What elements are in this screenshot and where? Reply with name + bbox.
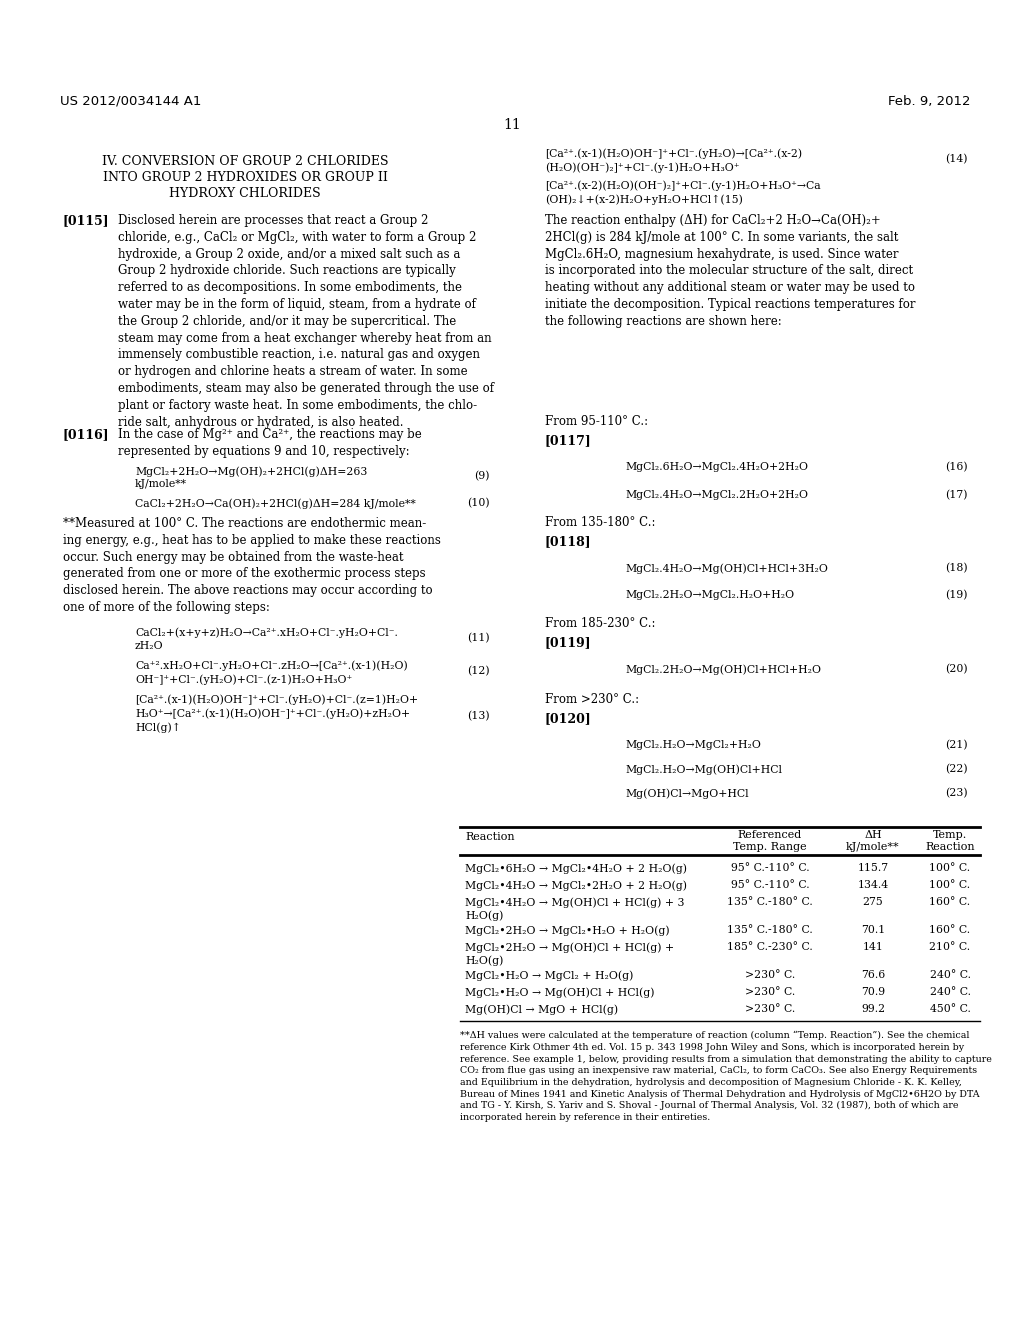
Text: MgCl₂+2H₂O→Mg(OH)₂+2HCl(g)ΔH=263: MgCl₂+2H₂O→Mg(OH)₂+2HCl(g)ΔH=263 (135, 466, 368, 477)
Text: Temp.: Temp. (933, 830, 967, 840)
Text: 134.4: 134.4 (857, 880, 889, 890)
Text: From 185-230° C.:: From 185-230° C.: (545, 616, 655, 630)
Text: >230° C.: >230° C. (744, 1005, 795, 1014)
Text: Reaction: Reaction (926, 842, 975, 851)
Text: (OH)₂↓+(x-2)H₂O+yH₂O+HCl↑(15): (OH)₂↓+(x-2)H₂O+yH₂O+HCl↑(15) (545, 194, 742, 205)
Text: (16): (16) (945, 462, 968, 473)
Text: MgCl₂•H₂O → MgCl₂ + H₂O(g): MgCl₂•H₂O → MgCl₂ + H₂O(g) (465, 970, 634, 981)
Text: MgCl₂•6H₂O → MgCl₂•4H₂O + 2 H₂O(g): MgCl₂•6H₂O → MgCl₂•4H₂O + 2 H₂O(g) (465, 863, 687, 874)
Text: [0119]: [0119] (545, 636, 592, 649)
Text: 210° C.: 210° C. (930, 942, 971, 952)
Text: MgCl₂.4H₂O→MgCl₂.2H₂O+2H₂O: MgCl₂.4H₂O→MgCl₂.2H₂O+2H₂O (625, 490, 808, 500)
Text: (22): (22) (945, 764, 968, 775)
Text: 70.9: 70.9 (861, 987, 885, 997)
Text: (20): (20) (945, 664, 968, 675)
Text: (11): (11) (467, 634, 490, 643)
Text: 240° C.: 240° C. (930, 970, 971, 979)
Text: MgCl₂•2H₂O → MgCl₂•H₂O + H₂O(g): MgCl₂•2H₂O → MgCl₂•H₂O + H₂O(g) (465, 925, 670, 936)
Text: 240° C.: 240° C. (930, 987, 971, 997)
Text: 95° C.-110° C.: 95° C.-110° C. (731, 863, 809, 873)
Text: CaCl₂+(x+y+z)H₂O→Ca²⁺.xH₂O+Cl⁻.yH₂O+Cl⁻.: CaCl₂+(x+y+z)H₂O→Ca²⁺.xH₂O+Cl⁻.yH₂O+Cl⁻. (135, 627, 398, 638)
Text: Ca⁺².xH₂O+Cl⁻.yH₂O+Cl⁻.zH₂O→[Ca²⁺.(x-1)(H₂O): Ca⁺².xH₂O+Cl⁻.yH₂O+Cl⁻.zH₂O→[Ca²⁺.(x-1)(… (135, 660, 408, 671)
Text: (19): (19) (945, 590, 968, 601)
Text: 70.1: 70.1 (861, 925, 885, 935)
Text: (18): (18) (945, 564, 968, 573)
Text: Disclosed herein are processes that react a Group 2
chloride, e.g., CaCl₂ or MgC: Disclosed herein are processes that reac… (118, 214, 494, 429)
Text: kJ/mole**: kJ/mole** (846, 842, 900, 851)
Text: MgCl₂.4H₂O→Mg(OH)Cl+HCl+3H₂O: MgCl₂.4H₂O→Mg(OH)Cl+HCl+3H₂O (625, 564, 827, 574)
Text: [0115]: [0115] (63, 214, 110, 227)
Text: **Measured at 100° C. The reactions are endothermic mean-
ing energy, e.g., heat: **Measured at 100° C. The reactions are … (63, 517, 441, 614)
Text: >230° C.: >230° C. (744, 970, 795, 979)
Text: From 95-110° C.:: From 95-110° C.: (545, 414, 648, 428)
Text: MgCl₂•4H₂O → Mg(OH)Cl + HCl(g) + 3: MgCl₂•4H₂O → Mg(OH)Cl + HCl(g) + 3 (465, 898, 684, 908)
Text: [0120]: [0120] (545, 711, 592, 725)
Text: From 135-180° C.:: From 135-180° C.: (545, 516, 655, 529)
Text: 185° C.-230° C.: 185° C.-230° C. (727, 942, 813, 952)
Text: kJ/mole**: kJ/mole** (135, 479, 187, 488)
Text: 99.2: 99.2 (861, 1005, 885, 1014)
Text: MgCl₂•2H₂O → Mg(OH)Cl + HCl(g) +: MgCl₂•2H₂O → Mg(OH)Cl + HCl(g) + (465, 942, 674, 953)
Text: (23): (23) (945, 788, 968, 799)
Text: 76.6: 76.6 (861, 970, 885, 979)
Text: 100° C.: 100° C. (930, 880, 971, 890)
Text: [0117]: [0117] (545, 434, 592, 447)
Text: MgCl₂•H₂O → Mg(OH)Cl + HCl(g): MgCl₂•H₂O → Mg(OH)Cl + HCl(g) (465, 987, 654, 998)
Text: H₂O(g): H₂O(g) (465, 909, 504, 920)
Text: [0118]: [0118] (545, 535, 592, 548)
Text: zH₂O: zH₂O (135, 642, 164, 651)
Text: >230° C.: >230° C. (744, 987, 795, 997)
Text: HCl(g)↑: HCl(g)↑ (135, 722, 181, 733)
Text: [Ca²⁺.(x-2)(H₂O)(OH⁻)₂]⁺+Cl⁻.(y-1)H₂O+H₃O⁺→Ca: [Ca²⁺.(x-2)(H₂O)(OH⁻)₂]⁺+Cl⁻.(y-1)H₂O+H₃… (545, 180, 820, 190)
Text: 160° C.: 160° C. (930, 898, 971, 907)
Text: (14): (14) (945, 154, 968, 164)
Text: The reaction enthalpy (ΔH) for CaCl₂+2 H₂O→Ca(OH)₂+
2HCl(g) is 284 kJ/mole at 10: The reaction enthalpy (ΔH) for CaCl₂+2 H… (545, 214, 915, 327)
Text: 135° C.-180° C.: 135° C.-180° C. (727, 925, 813, 935)
Text: H₃O⁺→[Ca²⁺.(x-1)(H₂O)OH⁻]⁺+Cl⁻.(yH₂O)+zH₂O+: H₃O⁺→[Ca²⁺.(x-1)(H₂O)OH⁻]⁺+Cl⁻.(yH₂O)+zH… (135, 708, 411, 718)
Text: 11: 11 (503, 117, 521, 132)
Text: **ΔH values were calculated at the temperature of reaction (column “Temp. Reacti: **ΔH values were calculated at the tempe… (460, 1031, 992, 1122)
Text: 141: 141 (862, 942, 884, 952)
Text: (10): (10) (467, 498, 490, 508)
Text: MgCl₂.6H₂O→MgCl₂.4H₂O+2H₂O: MgCl₂.6H₂O→MgCl₂.4H₂O+2H₂O (625, 462, 808, 473)
Text: MgCl₂.2H₂O→Mg(OH)Cl+HCl+H₂O: MgCl₂.2H₂O→Mg(OH)Cl+HCl+H₂O (625, 664, 821, 675)
Text: IV. CONVERSION OF GROUP 2 CHLORIDES: IV. CONVERSION OF GROUP 2 CHLORIDES (101, 154, 388, 168)
Text: HYDROXY CHLORIDES: HYDROXY CHLORIDES (169, 187, 321, 201)
Text: US 2012/0034144 A1: US 2012/0034144 A1 (60, 95, 202, 108)
Text: 115.7: 115.7 (857, 863, 889, 873)
Text: In the case of Mg²⁺ and Ca²⁺, the reactions may be
represented by equations 9 an: In the case of Mg²⁺ and Ca²⁺, the reacti… (118, 428, 422, 458)
Text: (13): (13) (467, 711, 490, 721)
Text: MgCl₂•4H₂O → MgCl₂•2H₂O + 2 H₂O(g): MgCl₂•4H₂O → MgCl₂•2H₂O + 2 H₂O(g) (465, 880, 687, 891)
Text: From >230° C.:: From >230° C.: (545, 693, 639, 706)
Text: Mg(OH)Cl → MgO + HCl(g): Mg(OH)Cl → MgO + HCl(g) (465, 1005, 618, 1015)
Text: Feb. 9, 2012: Feb. 9, 2012 (888, 95, 970, 108)
Text: OH⁻]⁺+Cl⁻.(yH₂O)+Cl⁻.(z-1)H₂O+H₃O⁺: OH⁻]⁺+Cl⁻.(yH₂O)+Cl⁻.(z-1)H₂O+H₃O⁺ (135, 675, 352, 685)
Text: Reaction: Reaction (465, 832, 515, 842)
Text: MgCl₂.H₂O→Mg(OH)Cl+HCl: MgCl₂.H₂O→Mg(OH)Cl+HCl (625, 764, 782, 775)
Text: 100° C.: 100° C. (930, 863, 971, 873)
Text: 135° C.-180° C.: 135° C.-180° C. (727, 898, 813, 907)
Text: INTO GROUP 2 HYDROXIDES OR GROUP II: INTO GROUP 2 HYDROXIDES OR GROUP II (102, 172, 387, 183)
Text: CaCl₂+2H₂O→Ca(OH)₂+2HCl(g)ΔH=284 kJ/mole**: CaCl₂+2H₂O→Ca(OH)₂+2HCl(g)ΔH=284 kJ/mole… (135, 498, 416, 508)
Text: (21): (21) (945, 741, 968, 750)
Text: (9): (9) (474, 471, 490, 482)
Text: Mg(OH)Cl→MgO+HCl: Mg(OH)Cl→MgO+HCl (625, 788, 749, 799)
Text: MgCl₂.2H₂O→MgCl₂.H₂O+H₂O: MgCl₂.2H₂O→MgCl₂.H₂O+H₂O (625, 590, 795, 601)
Text: (H₂O)(OH⁻)₂]⁺+Cl⁻.(y-1)H₂O+H₃O⁺: (H₂O)(OH⁻)₂]⁺+Cl⁻.(y-1)H₂O+H₃O⁺ (545, 162, 739, 173)
Text: Referenced: Referenced (738, 830, 802, 840)
Text: ΔH: ΔH (864, 830, 882, 840)
Text: [0116]: [0116] (63, 428, 110, 441)
Text: Temp. Range: Temp. Range (733, 842, 807, 851)
Text: 450° C.: 450° C. (930, 1005, 971, 1014)
Text: H₂O(g): H₂O(g) (465, 954, 504, 965)
Text: [Ca²⁺.(x-1)(H₂O)OH⁻]⁺+Cl⁻.(yH₂O)→[Ca²⁺.(x-2): [Ca²⁺.(x-1)(H₂O)OH⁻]⁺+Cl⁻.(yH₂O)→[Ca²⁺.(… (545, 148, 802, 158)
Text: 160° C.: 160° C. (930, 925, 971, 935)
Text: (12): (12) (467, 667, 490, 676)
Text: MgCl₂.H₂O→MgCl₂+H₂O: MgCl₂.H₂O→MgCl₂+H₂O (625, 741, 761, 750)
Text: 275: 275 (862, 898, 884, 907)
Text: [Ca²⁺.(x-1)(H₂O)OH⁻]⁺+Cl⁻.(yH₂O)+Cl⁻.(z=1)H₂O+: [Ca²⁺.(x-1)(H₂O)OH⁻]⁺+Cl⁻.(yH₂O)+Cl⁻.(z=… (135, 694, 418, 705)
Text: 95° C.-110° C.: 95° C.-110° C. (731, 880, 809, 890)
Text: (17): (17) (945, 490, 968, 500)
